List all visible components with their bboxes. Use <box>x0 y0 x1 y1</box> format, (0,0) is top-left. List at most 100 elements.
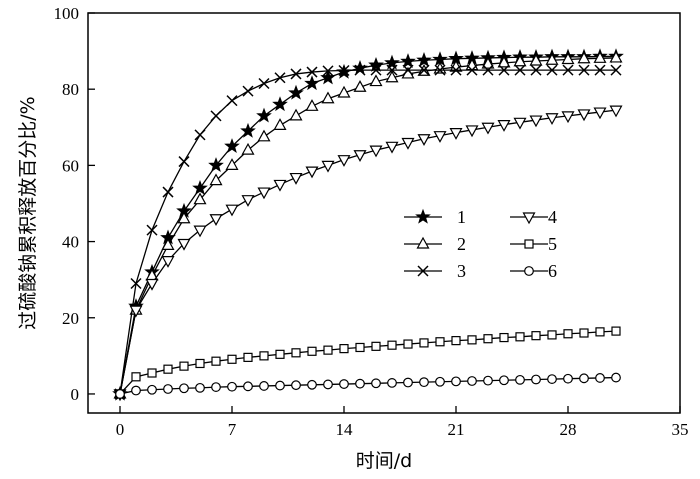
data-point <box>369 74 383 87</box>
data-point <box>210 110 222 122</box>
data-point <box>611 372 621 383</box>
data-point <box>163 364 173 374</box>
data-point <box>481 56 495 69</box>
data-point <box>274 72 286 84</box>
data-point <box>211 356 221 366</box>
data-point <box>609 50 623 63</box>
data-point <box>482 64 494 76</box>
data-point <box>401 137 415 150</box>
data-point <box>339 344 349 354</box>
data-point <box>320 69 336 85</box>
data-point <box>323 379 333 390</box>
data-point <box>403 377 413 388</box>
data-point <box>531 374 541 385</box>
legend-item: 5 <box>510 234 557 254</box>
data-point <box>595 327 605 337</box>
data-point <box>179 361 189 371</box>
data-point <box>193 192 207 205</box>
data-point <box>256 107 272 123</box>
data-point <box>338 64 350 77</box>
legend-label: 6 <box>548 261 557 281</box>
data-point <box>387 340 397 350</box>
x-tick-label: 28 <box>560 420 577 439</box>
data-point <box>499 375 509 386</box>
data-point <box>240 122 256 138</box>
data-point <box>450 64 462 76</box>
series-2 <box>113 50 623 399</box>
legend-label: 5 <box>548 234 557 254</box>
data-point <box>161 256 175 268</box>
data-point <box>435 376 445 387</box>
data-point <box>609 105 623 118</box>
data-point <box>304 75 320 91</box>
data-point <box>162 186 174 198</box>
data-point <box>546 64 558 76</box>
data-point <box>449 128 463 140</box>
data-point <box>192 180 208 195</box>
data-point <box>498 64 510 76</box>
series-line <box>119 330 617 395</box>
data-point <box>545 52 559 65</box>
data-point <box>419 338 429 348</box>
data-point <box>466 64 478 76</box>
series-5 <box>115 326 621 399</box>
data-point <box>403 339 413 349</box>
data-point <box>225 204 239 217</box>
data-point <box>371 341 381 351</box>
data-point <box>514 64 526 76</box>
data-point <box>499 332 509 343</box>
data-point <box>209 214 223 226</box>
data-point <box>275 380 285 391</box>
data-point <box>243 381 253 392</box>
data-point <box>337 155 351 167</box>
data-point <box>577 51 591 64</box>
data-point <box>147 384 157 395</box>
data-point <box>323 345 333 355</box>
legend-marker <box>417 265 429 277</box>
x-tick-label: 0 <box>116 420 125 439</box>
legend-label: 3 <box>457 261 466 281</box>
data-point <box>194 129 206 141</box>
data-point <box>578 64 590 76</box>
legend-marker <box>416 236 430 249</box>
data-point <box>273 118 287 130</box>
data-point <box>561 52 575 65</box>
data-point <box>225 158 239 170</box>
x-axis-label: 时间/d <box>356 450 412 472</box>
y-tick-label: 80 <box>62 80 79 99</box>
data-point <box>177 238 191 251</box>
data-point <box>208 157 224 173</box>
legend-marker <box>415 208 431 224</box>
data-point <box>483 334 493 344</box>
legend-item: 3 <box>404 261 466 281</box>
y-tick-label: 100 <box>54 4 80 23</box>
data-point <box>130 277 142 290</box>
data-point <box>531 331 541 341</box>
data-point <box>418 64 430 76</box>
series-6 <box>115 372 621 399</box>
data-point <box>562 64 574 76</box>
data-point <box>483 375 493 386</box>
data-point <box>289 108 303 121</box>
x-tick-label: 35 <box>672 420 689 439</box>
legend-label: 2 <box>457 234 466 254</box>
data-point <box>355 342 365 353</box>
legend-item: 4 <box>510 207 557 227</box>
data-point <box>593 107 607 120</box>
data-point <box>434 64 446 76</box>
plot-frame <box>87 12 681 414</box>
data-point <box>291 348 301 358</box>
data-point <box>467 335 477 345</box>
data-point <box>368 56 384 72</box>
legend-marker <box>522 212 536 225</box>
data-point <box>179 383 189 394</box>
data-point <box>305 166 319 179</box>
y-axis-label: 过硫酸钠累积释放百分比/% <box>17 96 39 329</box>
data-point <box>307 379 317 390</box>
data-point <box>242 85 254 97</box>
data-point <box>497 55 511 68</box>
data-point <box>529 53 543 66</box>
data-point <box>385 141 399 154</box>
